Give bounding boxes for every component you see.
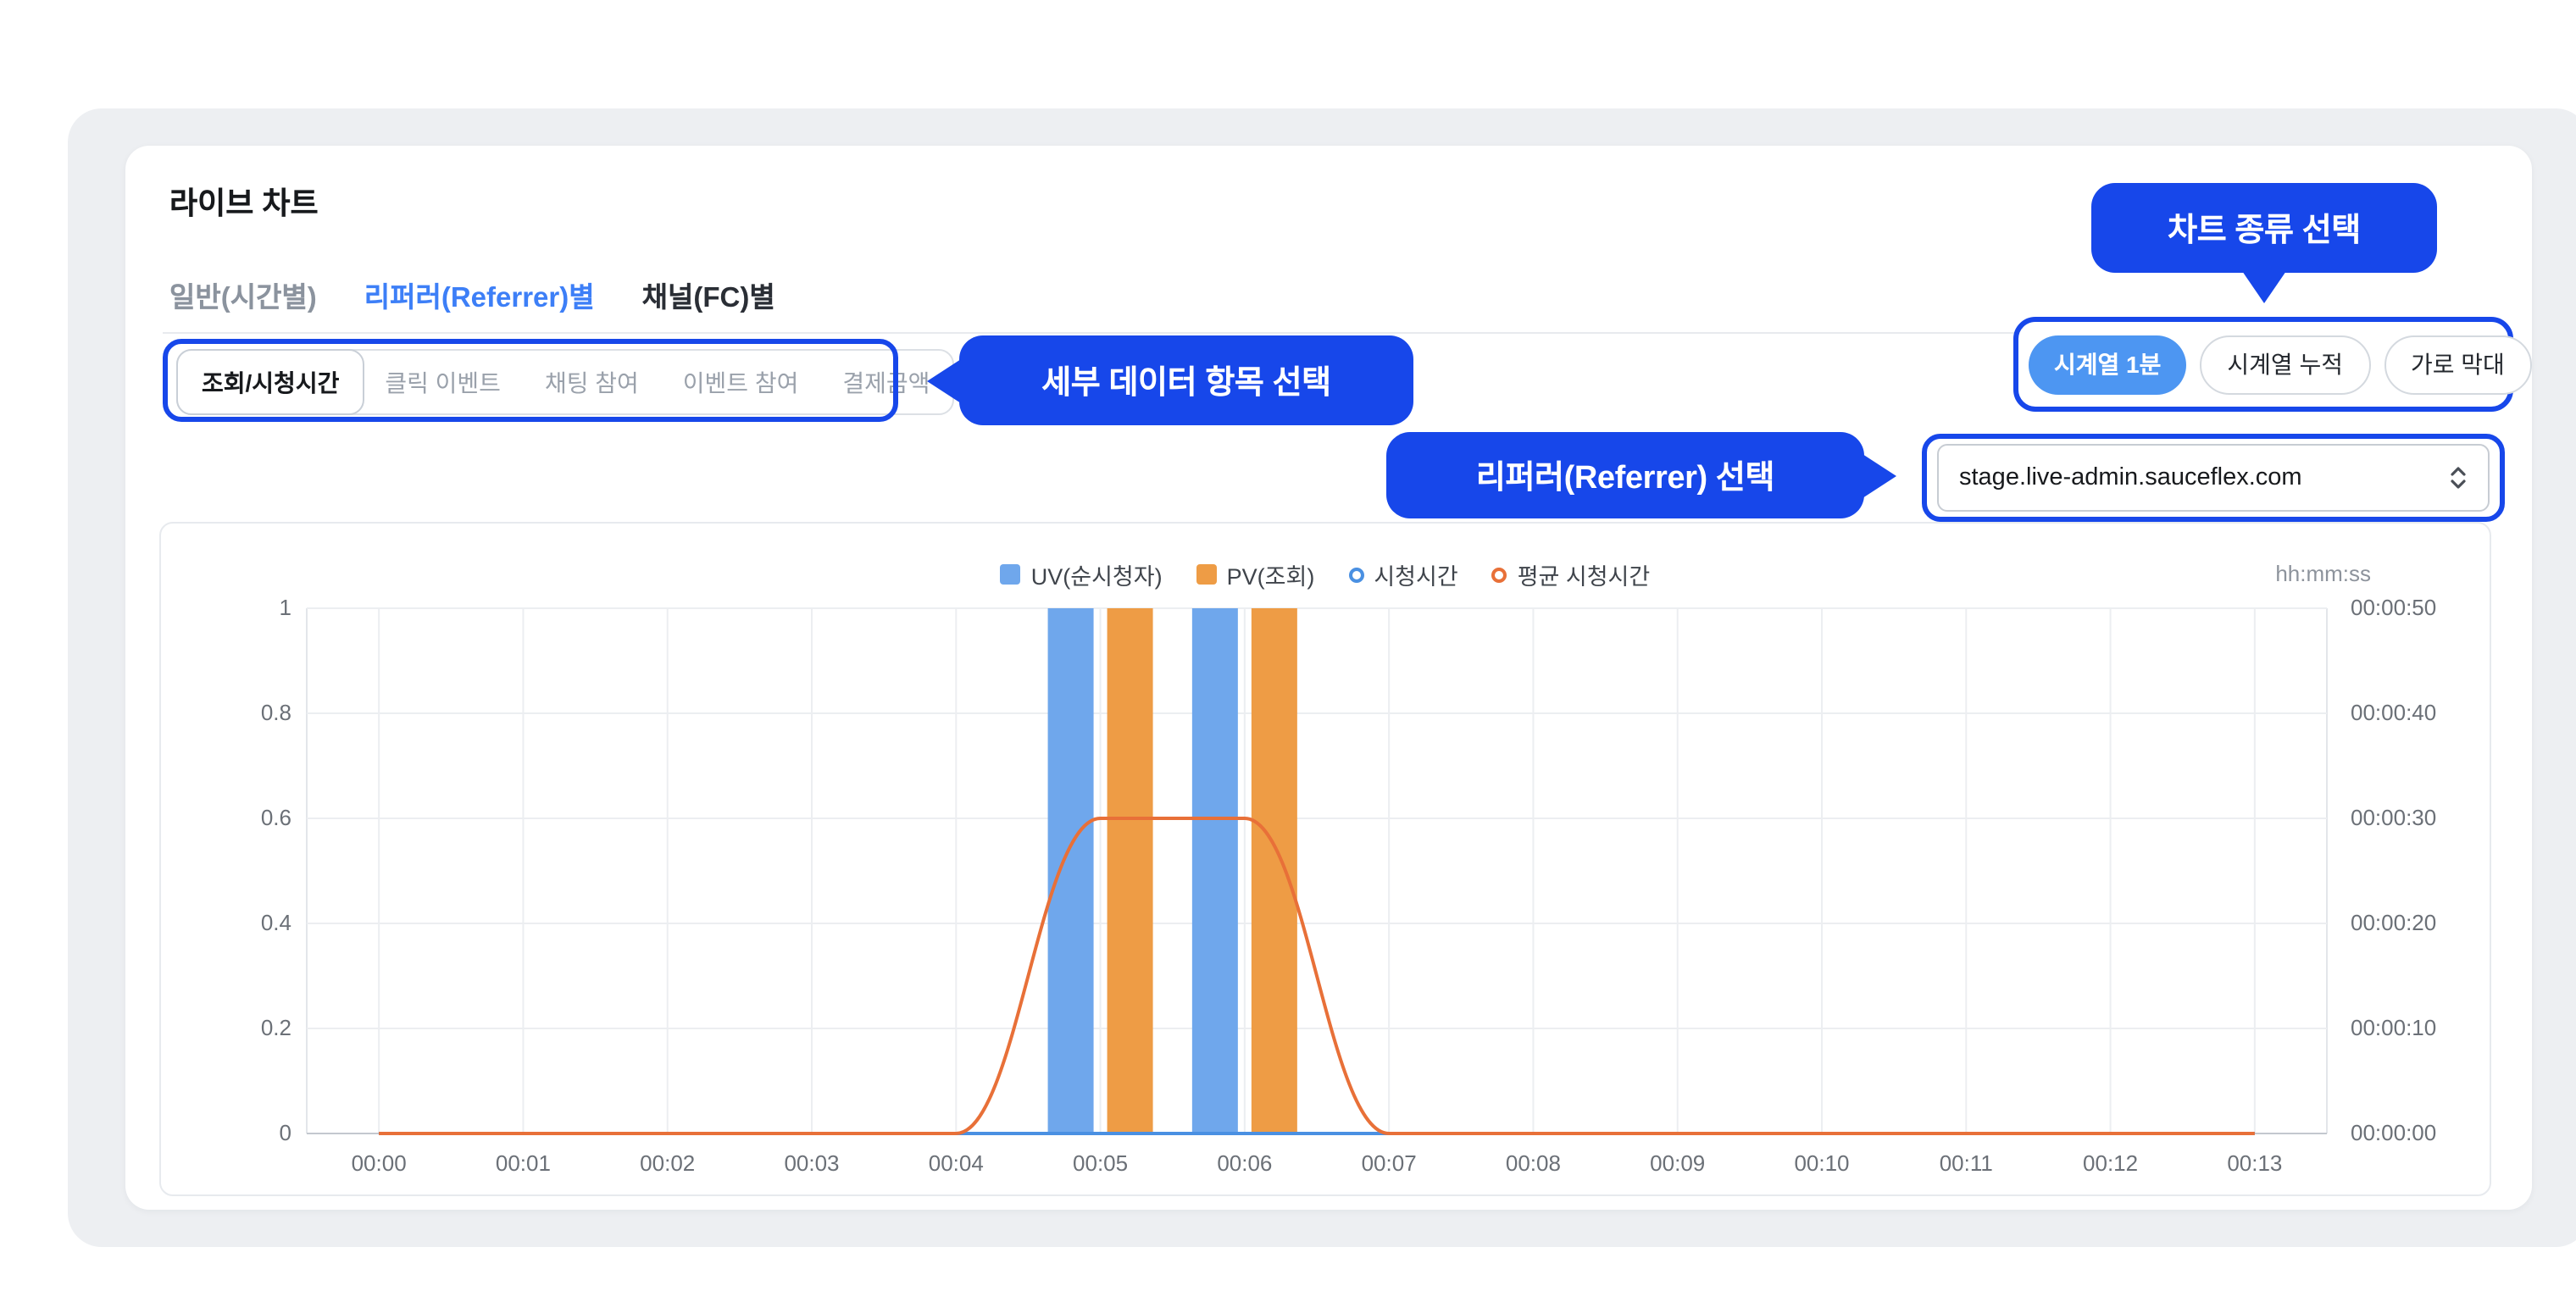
page-title: 라이브 차트 <box>169 186 319 220</box>
legend-label-avg-watchtime: 평균 시청시간 <box>1517 564 1651 590</box>
legend-label-uv: UV(순시청자) <box>1030 564 1163 590</box>
metric-tab-chat[interactable]: 채팅 참여 <box>544 369 639 396</box>
chart-type-timeseries-1min-button[interactable]: 시계열 1분 <box>2029 335 2187 394</box>
legend-item-avg-watchtime[interactable]: 평균 시청시간 <box>1491 557 1651 591</box>
svg-text:0.2: 0.2 <box>261 1015 291 1040</box>
legend-item-watchtime[interactable]: 시청시간 <box>1348 557 1458 591</box>
legend-item-uv[interactable]: UV(순시청자) <box>1000 557 1163 591</box>
svg-text:00:00:20: 00:00:20 <box>2351 910 2436 935</box>
tabs-divider <box>163 332 2491 334</box>
tab-general-hourly[interactable]: 일반(시간별) <box>169 283 317 313</box>
svg-text:00:00: 00:00 <box>352 1150 407 1176</box>
svg-text:00:00:10: 00:00:10 <box>2351 1015 2436 1040</box>
chart-plot: 00:00 00:01 00:02 00:03 00:04 00:05 00:06 00:07… <box>261 595 2436 1176</box>
svg-text:00:12: 00:12 <box>2083 1150 2138 1176</box>
svg-text:0.4: 0.4 <box>261 910 291 935</box>
svg-text:00:05: 00:05 <box>1073 1150 1128 1176</box>
svg-text:0.6: 0.6 <box>261 805 291 830</box>
legend-marker-watchtime-icon <box>1348 567 1364 582</box>
svg-text:00:00:30: 00:00:30 <box>2351 805 2436 830</box>
svg-text:00:08: 00:08 <box>1506 1150 1561 1176</box>
chart-tabs: 일반(시간별) 리퍼러(Referrer)별 채널(FC)별 <box>169 274 775 315</box>
chart-type-button-group: 시계열 1분 시계열 누적 가로 막대 <box>2013 317 2532 412</box>
svg-text:0.8: 0.8 <box>261 700 291 725</box>
metric-tab-payment[interactable]: 결제금액 <box>842 369 930 396</box>
chart-type-timeseries-cumulative-button[interactable]: 시계열 누적 <box>2200 335 2370 394</box>
chart-type-callout-bubble: 차트 종류 선택 <box>2091 183 2437 273</box>
referrer-callout-bubble: 리퍼러(Referrer) 선택 <box>1386 432 1864 518</box>
svg-text:00:06: 00:06 <box>1217 1150 1272 1176</box>
metric-segmented-control: 조회/시청시간 클릭 이벤트 채팅 참여 이벤트 참여 결제금액 <box>176 349 954 415</box>
svg-text:00:01: 00:01 <box>496 1150 551 1176</box>
svg-text:00:03: 00:03 <box>784 1150 839 1176</box>
chart-legend: UV(순시청자) PV(조회) 시청시간 평균 시청시간 <box>161 557 2490 591</box>
metric-tab-click-event[interactable]: 클릭 이벤트 <box>385 369 501 396</box>
legend-label-watchtime: 시청시간 <box>1374 564 1458 590</box>
svg-text:00:11: 00:11 <box>1940 1150 1993 1176</box>
time-unit-label: hh:mm:ss <box>2275 561 2371 586</box>
legend-item-pv[interactable]: PV(조회) <box>1196 557 1315 591</box>
referrer-select[interactable]: stage.live-admin.sauceflex.com <box>1937 444 2490 512</box>
select-chevron-icon <box>2449 464 2468 491</box>
legend-marker-avg-watchtime-icon <box>1491 567 1507 582</box>
legend-marker-uv-icon <box>1000 564 1021 585</box>
svg-text:00:09: 00:09 <box>1650 1150 1705 1176</box>
metric-callout-bubble: 세부 데이터 항목 선택 <box>959 335 1413 425</box>
svg-text:00:00:50: 00:00:50 <box>2351 595 2436 620</box>
svg-text:1: 1 <box>280 595 291 620</box>
referrer-select-highlight-box: stage.live-admin.sauceflex.com <box>1922 434 2505 522</box>
svg-text:00:02: 00:02 <box>640 1150 695 1176</box>
legend-marker-pv-icon <box>1196 564 1217 585</box>
legend-label-pv: PV(조회) <box>1226 564 1315 590</box>
tab-referrer[interactable]: 리퍼러(Referrer)별 <box>364 283 595 313</box>
svg-text:00:00:00: 00:00:00 <box>2351 1120 2436 1145</box>
svg-text:00:13: 00:13 <box>2227 1150 2282 1176</box>
chart-type-horizontal-bar-button[interactable]: 가로 막대 <box>2384 335 2532 394</box>
metric-tab-view-watchtime[interactable]: 조회/시청시간 <box>176 349 365 415</box>
tab-channel-fc[interactable]: 채널(FC)별 <box>641 283 775 313</box>
svg-text:0: 0 <box>280 1120 291 1145</box>
chart-panel: 00:00 00:01 00:02 00:03 00:04 00:05 00:06 00:07… <box>159 522 2491 1196</box>
svg-text:00:10: 00:10 <box>1794 1150 1849 1176</box>
svg-text:00:07: 00:07 <box>1362 1150 1417 1176</box>
referrer-select-value: stage.live-admin.sauceflex.com <box>1959 464 2302 491</box>
metric-tab-event[interactable]: 이벤트 참여 <box>682 369 799 396</box>
svg-text:00:00:40: 00:00:40 <box>2351 700 2436 725</box>
svg-text:00:04: 00:04 <box>929 1150 984 1176</box>
